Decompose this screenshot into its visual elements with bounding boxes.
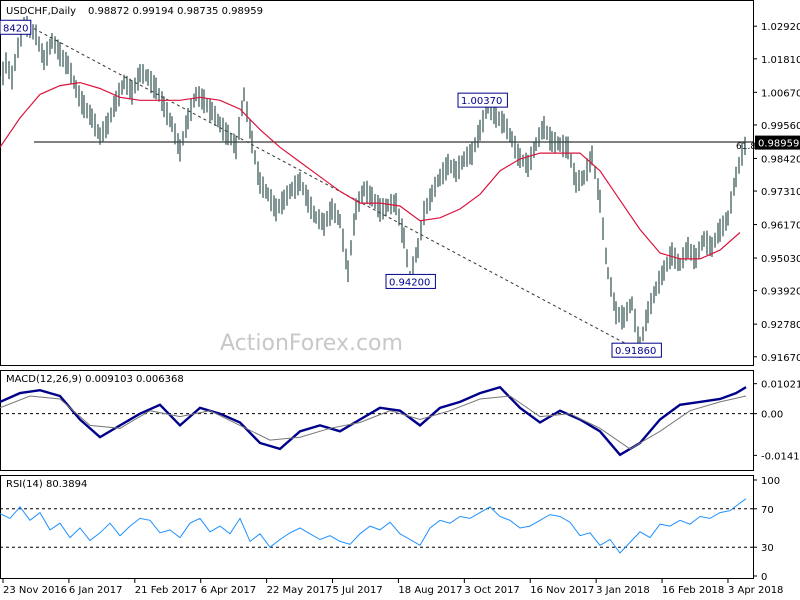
x-tick-label: 5 Jul 2017 [333,585,383,596]
x-tick-label: 18 Aug 2017 [398,585,462,596]
macd-panel-frame [0,370,754,471]
ohlc-readout: 0.98872 0.99194 0.98735 0.98959 [88,6,263,17]
x-tick-label: 16 Nov 2017 [530,585,594,596]
rsi-panel: 100 70 30 0 [0,476,780,583]
rsi-panel-frame [0,475,754,579]
current-price-label: 0.98959 [758,139,799,150]
macd-axis-tick-label: -0.014197 [761,451,800,462]
price-axis-tick-label: 0.96170 [761,221,800,232]
rsi-axis-tick-label: 70 [761,505,774,516]
chart-title: USDCHF,Daily [6,6,76,17]
macd-line [0,385,747,457]
current-price-box [755,135,800,150]
price-annotation-label: 0.94200 [389,277,430,288]
price-annotation-label: 8420 [3,23,28,34]
price-panel-frame [0,0,754,366]
rsi-axis-tick-label: 0 [761,572,767,583]
x-axis: 23 Nov 2016 6 Jan 2017 21 Feb 2017 6 Apr 20… [2,579,783,596]
signal-line [0,395,747,450]
watermark: ActionForex.com [220,331,403,356]
price-axis-tick-label: 0.92780 [761,320,800,331]
fib-label: 61.8 [736,142,756,152]
price-annotation-box [385,273,436,289]
price-annotation-box [0,19,32,35]
ma-line [0,81,741,260]
rsi-line [0,498,747,554]
price-panel: 1.02920 1.01810 1.00670 0.99560 0.98420 0.973… [0,15,800,364]
x-tick-label: 3 Apr 2018 [728,585,783,596]
price-axis-tick-label: 0.99560 [761,121,800,132]
price-annotation-label: 1.00370 [461,96,502,107]
price-annotation-box [457,92,508,108]
price-axis-tick-label: 0.95030 [761,254,800,265]
rsi-axis-tick-label: 100 [761,476,780,487]
price-axis-tick-label: 1.00670 [761,88,800,99]
price-axis-tick-label: 0.98420 [761,154,800,165]
macd-axis-tick-label: 0.00 [761,410,783,421]
price-annotation-box [611,342,662,358]
rsi-axis-tick-label: 30 [761,543,774,554]
price-axis-tick-label: 0.91670 [761,353,800,364]
x-tick-label: 22 May 2017 [267,585,332,596]
trendline [33,28,641,352]
macd-panel: 0.010212 0.00 -0.014197 [0,380,800,462]
x-tick-label: 3 Jan 2018 [596,585,650,596]
macd-axis-tick-label: 0.010212 [761,380,800,391]
x-tick-label: 23 Nov 2016 [3,585,67,596]
x-tick-label: 21 Feb 2017 [135,585,197,596]
price-axis-tick-label: 0.93920 [761,287,800,298]
rsi-label: RSI(14) 80.3894 [6,479,87,490]
price-annotation-label: 0.91860 [615,346,656,357]
price-axis-tick-label: 1.02920 [761,22,800,33]
macd-label: MACD(12,26,9) 0.009103 0.006368 [6,374,184,385]
x-tick-label: 6 Jan 2017 [69,585,123,596]
price-axis-tick-label: 0.97310 [761,187,800,198]
x-tick-label: 6 Apr 2017 [201,585,256,596]
x-tick-label: 3 Oct 2017 [464,585,519,596]
price-axis-tick-label: 1.01810 [761,55,800,66]
x-tick-label: 16 Feb 2018 [662,585,724,596]
